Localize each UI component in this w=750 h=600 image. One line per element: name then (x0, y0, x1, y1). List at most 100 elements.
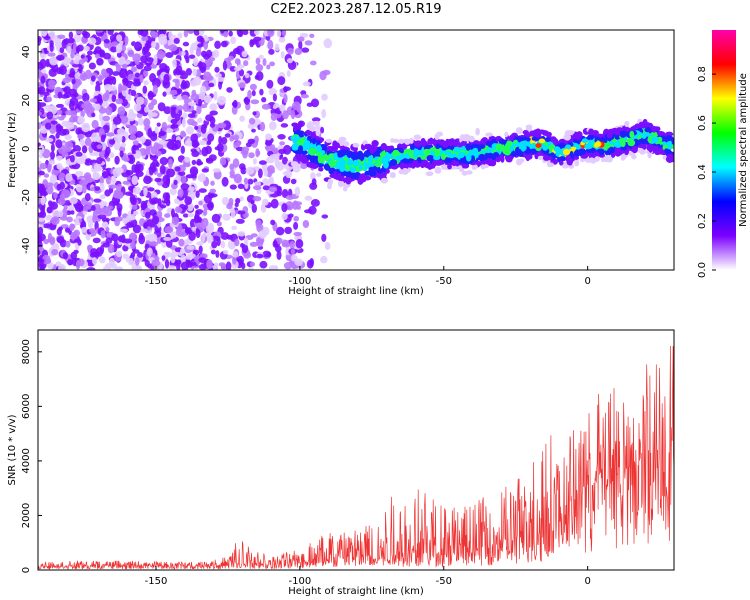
spectrogram-cell (594, 141, 602, 147)
spectrogram-cell (96, 157, 103, 165)
spectrogram-cell (62, 77, 71, 84)
spectrogram-cell (134, 72, 140, 78)
spectrogram-cell (273, 147, 279, 155)
spectrogram-cell (80, 54, 85, 59)
spectrogram-cell (194, 255, 201, 265)
spectrogram-cell (212, 168, 221, 173)
spectrogram-cell (155, 162, 160, 167)
spectrogram-cell (281, 189, 289, 198)
spectrogram-cell (86, 267, 96, 270)
spectrogram-cell (56, 236, 65, 244)
spectrogram-cell (151, 31, 159, 38)
spectrogram-cell (324, 242, 331, 250)
spectrogram-cell (101, 68, 107, 77)
spectrogram-cell (249, 241, 259, 247)
spectrogram-cell (233, 134, 240, 141)
spectrogram-cell (96, 58, 104, 66)
spectrogram-cell (149, 233, 158, 242)
spectrogram-cell (109, 139, 116, 145)
spectrogram-cell (221, 136, 228, 145)
spectrogram-cell (73, 145, 81, 153)
spectrogram-cell (220, 40, 228, 48)
spectrogram-cells (38, 30, 674, 270)
spectrogram-cell (323, 38, 333, 49)
spectrogram-cell (38, 111, 42, 116)
spectrogram-cell (646, 143, 654, 152)
spectrogram-cell (214, 66, 220, 73)
spectrogram-cell (305, 129, 311, 136)
spectrogram-cell (342, 141, 350, 147)
spectrogram-cell (217, 76, 225, 82)
spectrogram-cell (49, 174, 58, 184)
spectrogram-cell (350, 171, 356, 179)
spectrogram-cell (248, 266, 254, 270)
spectrogram-cell (153, 55, 158, 65)
spectrogram-cell (38, 122, 42, 130)
spectrogram-cell (48, 79, 56, 87)
spectrogram-cell (265, 133, 272, 141)
spectrogram-cell (559, 156, 566, 161)
spectrogram-cell (132, 140, 139, 146)
spectrogram-cell (230, 36, 237, 45)
spectrogram-cell (131, 150, 136, 155)
spectrogram-cell (90, 75, 96, 82)
spectrogram-cell (199, 139, 207, 146)
spectrogram-cell (607, 148, 612, 156)
spectrogram-cell (140, 228, 149, 233)
spectrogram-cell (188, 54, 196, 59)
spectrogram-cell (243, 60, 249, 67)
spectrogram-cell (75, 151, 83, 157)
spectrogram-cell (310, 163, 319, 169)
spectrogram-cell (188, 186, 195, 192)
spectrogram-cell (94, 165, 103, 171)
spectrogram-cell (309, 155, 318, 163)
spectrogram-cell (92, 237, 101, 244)
spectrogram-cell (317, 155, 323, 163)
spectrogram-cell (38, 36, 42, 42)
spectrogram-cell (209, 103, 218, 111)
spectrogram-cell (55, 132, 60, 139)
spectrogram-cell (187, 118, 195, 126)
y-tick-label: 0 (21, 567, 32, 573)
spectrogram-cell (401, 162, 409, 169)
spectrogram-cell (206, 59, 211, 68)
spectrogram-cell (70, 210, 75, 215)
spectrogram-cell (132, 81, 141, 87)
spectrogram-cell (182, 213, 189, 218)
spectrogram-cell (182, 188, 189, 199)
spectrogram-cell (128, 124, 138, 135)
spectrogram-cell (99, 112, 104, 122)
spectrogram-cell (75, 30, 83, 34)
spectrogram-cell (58, 116, 65, 121)
spectrogram-cell (416, 157, 422, 162)
spectrogram-cell (249, 261, 255, 267)
colorbar-tick-label: 0.2 (697, 213, 708, 229)
spectrogram-cell (414, 140, 423, 148)
spectrogram-cell (667, 140, 672, 147)
spectrogram-cell (563, 133, 571, 141)
spectrogram-cell (64, 134, 72, 140)
spectrogram-cell (182, 41, 190, 47)
spectrogram-cell (109, 152, 115, 159)
spectrogram-cell (118, 56, 126, 66)
spectrogram-cell (165, 52, 174, 58)
spectrogram-cell (301, 47, 310, 53)
spectrogram-cell (542, 145, 548, 151)
spectrogram-cell (342, 186, 348, 192)
spectrogram-cell (270, 198, 279, 209)
spectrogram-cell (176, 259, 182, 265)
spectrogram-cell (134, 265, 139, 270)
spectrogram-cell (101, 221, 109, 228)
spectrogram-cell (177, 207, 183, 213)
spectrogram-cell (352, 142, 360, 148)
spectrogram-cell (266, 64, 271, 70)
spectrogram-cell (274, 157, 280, 168)
spectrogram-cell (50, 120, 58, 125)
spectrogram-cell (362, 175, 367, 182)
spectrogram-cell (63, 205, 68, 210)
spectrogram-cell (241, 50, 248, 58)
spectrogram-cell (156, 50, 165, 60)
spectrogram-cell (238, 82, 246, 89)
spectrogram-cell (458, 151, 465, 159)
spectrogram-cell (121, 136, 126, 143)
